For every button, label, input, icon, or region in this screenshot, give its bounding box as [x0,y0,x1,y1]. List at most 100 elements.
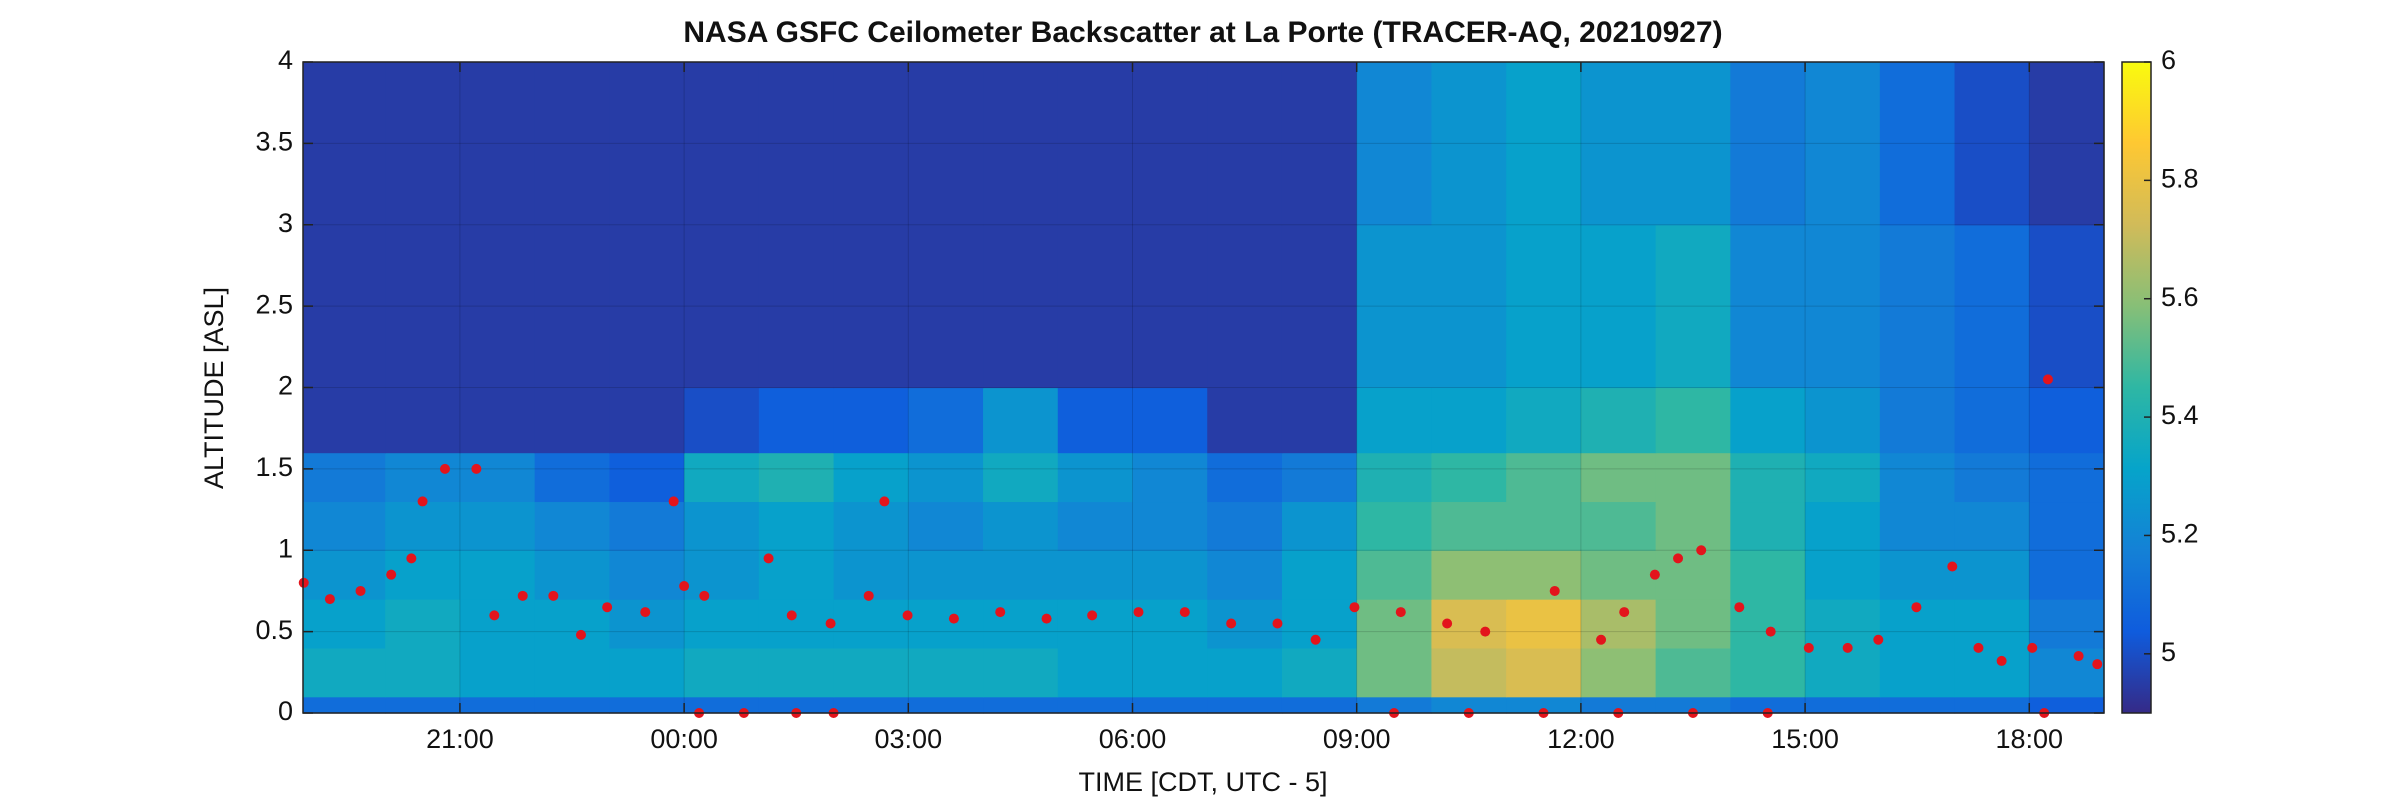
heatmap-cell [908,696,984,714]
heatmap-cell [459,224,536,389]
heatmap-cell [1954,647,2030,698]
heatmap-cell [758,599,835,649]
heatmap-cell [833,647,909,698]
heatmap-cell [684,224,760,389]
heatmap-cell [1954,696,2030,714]
x-tick-label: 03:00 [875,724,943,754]
heatmap-cell [385,452,461,503]
mixing-height-point [2027,642,2038,653]
heatmap-cell [1879,224,1956,389]
heatmap-cell [1057,452,1134,503]
mixing-height-point [1734,602,1745,613]
heatmap-cell [534,501,610,551]
heatmap-cell [1281,647,1358,698]
heatmap-cell [1580,452,1657,503]
heatmap-cell [385,62,461,226]
y-tick-label: 0 [278,696,293,726]
mixing-height-point [1619,607,1630,618]
heatmap-cell [1730,550,1806,600]
mixing-height-point [324,594,335,605]
colorbar-tick-label: 5.8 [2161,163,2199,193]
heatmap-cell [983,452,1059,503]
heatmap-cell [684,62,760,226]
heatmap-cell [2029,501,2105,551]
heatmap-cell [2029,599,2105,649]
heatmap-cell [1580,62,1657,226]
heatmap-cell [1132,647,1208,698]
heatmap-cell [303,452,386,503]
heatmap-cell [1655,62,1731,226]
heatmap-cell [1580,550,1657,600]
heatmap-cell [2029,550,2105,600]
heatmap-cell [983,501,1059,551]
y-tick-label: 1 [278,533,293,563]
mixing-height-point [1442,618,1453,629]
mixing-height-point [489,610,500,621]
heatmap-cell [983,647,1059,698]
heatmap-cell [1132,387,1208,454]
heatmap-cell [303,696,386,714]
heatmap-cell [1057,599,1134,649]
heatmap-cell [1431,224,1507,389]
heatmap-cell [1057,387,1134,454]
heatmap-cell [459,387,536,454]
heatmap-cell [609,224,685,389]
mixing-height-point [1310,634,1321,645]
heatmap-cell [1057,501,1134,551]
heatmap-cell [1506,647,1582,698]
heatmap-cell [1132,599,1208,649]
heatmap-cell [1730,224,1806,389]
heatmap-cell [303,550,386,600]
heatmap-cell [1580,224,1657,389]
heatmap-cell [1506,501,1582,551]
heatmap-cell [1356,452,1433,503]
heatmap-cell [1281,501,1358,551]
heatmap-cell [908,62,984,226]
y-tick-label: 4 [278,45,293,75]
heatmap-cell [609,599,685,649]
mixing-height-point [548,590,559,601]
heatmap-cell [303,62,386,226]
heatmap-cell [459,452,536,503]
heatmap-cell [2029,452,2105,503]
heatmap-cell [534,224,610,389]
heatmap-cell [1879,62,1956,226]
mixing-height-point [1087,610,1098,621]
heatmap-cell [1805,550,1881,600]
mixing-height-point [1996,655,2007,666]
heatmap-cell [1506,550,1582,600]
heatmap-cell [684,501,760,551]
heatmap-cell [1207,452,1283,503]
heatmap-cell [609,550,685,600]
heatmap-cell [1356,550,1433,600]
heatmap-cell [385,224,461,389]
heatmap-cell [1879,647,1956,698]
mixing-height-point [763,553,774,564]
heatmap-cell [1506,62,1582,226]
heatmap-cell [1281,696,1358,714]
heatmap-cell [1879,550,1956,600]
mixing-height-point [439,463,450,474]
mixing-height-point [602,602,613,613]
heatmap-cell [2029,224,2105,389]
heatmap-cell [2029,62,2105,226]
y-tick-label: 3.5 [255,127,293,157]
mixing-height-point [1947,561,1958,572]
mixing-height-point [1842,642,1853,653]
mixing-height-point [1179,607,1190,618]
heatmap-cell [1730,62,1806,226]
colorbar-tick-label: 6 [2161,45,2176,75]
heatmap-cell [534,550,610,600]
colorbar-tick-label: 5.4 [2161,400,2199,430]
heatmap-cell [1207,224,1283,389]
heatmap-cell [1580,599,1657,649]
heatmap-cell [908,452,984,503]
heatmap-cell [1655,647,1731,698]
heatmap-cell [1207,501,1283,551]
heatmap-cell [534,647,610,698]
heatmap-cell [983,696,1059,714]
heatmap-cell [1805,452,1881,503]
mixing-height-point [386,569,397,580]
heatmap-cell [1655,501,1731,551]
heatmap-cell [1805,501,1881,551]
